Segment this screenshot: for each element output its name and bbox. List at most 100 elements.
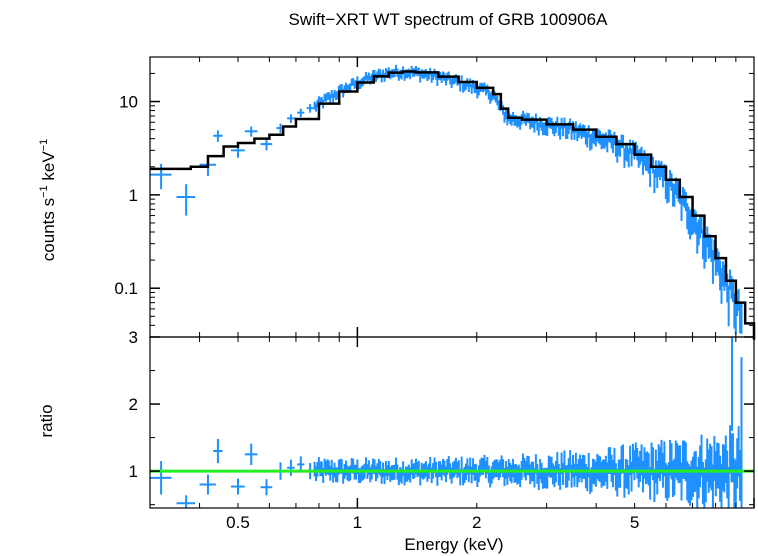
ratio-point [621, 444, 624, 474]
top-panel-frame [149, 56, 755, 338]
data-point [630, 148, 633, 167]
data-point [349, 83, 352, 92]
data-point [213, 130, 223, 142]
data-point [380, 73, 383, 83]
data-point [587, 125, 590, 138]
data-point [606, 136, 609, 153]
data-point [297, 108, 305, 118]
ylabel-part-counts: counts s [39, 198, 58, 261]
data-point [336, 90, 339, 100]
ratio-point [244, 443, 258, 466]
data-point [459, 81, 462, 92]
top-y-tick-label: 0.1 [114, 279, 138, 298]
data-point [467, 82, 470, 93]
data-point [660, 161, 663, 177]
data-point [470, 84, 473, 94]
data-point [680, 195, 683, 222]
x-tick-label: 2 [472, 513, 481, 532]
top-panel-data [150, 64, 743, 335]
ratio-point [727, 467, 730, 508]
top-panel-model [150, 70, 756, 340]
data-point [586, 132, 589, 148]
x-tick-label: 0.5 [226, 513, 250, 532]
ratio-point [417, 460, 420, 476]
ratio-point [379, 460, 382, 476]
bottom-panel-data [150, 337, 743, 508]
data-point [649, 164, 652, 187]
data-point [731, 278, 734, 302]
ylabel-part-kev: keV [39, 151, 58, 186]
data-point [670, 173, 673, 191]
data-point [504, 109, 507, 120]
data-point [244, 126, 258, 137]
data-point [533, 120, 536, 133]
data-point [627, 148, 630, 168]
ratio-point [467, 465, 470, 483]
data-point [700, 214, 703, 234]
ratio-point [587, 452, 590, 478]
ratio-point [230, 478, 245, 495]
ratio-point [434, 461, 437, 478]
data-point [537, 122, 540, 136]
top-y-tick-label: 10 [119, 93, 138, 112]
ratio-point [730, 337, 733, 431]
ratio-point [653, 468, 656, 503]
ratio-point [260, 479, 273, 496]
ratio-point [402, 461, 405, 477]
chart-labels: 10 1 0.1 3 2 1 0.5 1 2 5 [114, 93, 639, 532]
ylabel-part-exp1: −1 [38, 185, 50, 198]
data-point [527, 113, 530, 124]
ratio-point [199, 474, 216, 495]
data-point [711, 250, 714, 284]
data-point [419, 73, 422, 83]
data-point [260, 138, 273, 151]
data-point [559, 125, 562, 140]
ratio-point [731, 433, 734, 483]
ratio-point [349, 465, 352, 481]
ratio-point [537, 470, 540, 491]
data-point [629, 139, 632, 154]
data-point [574, 121, 577, 133]
ratio-point [470, 466, 473, 484]
data-point [329, 94, 332, 103]
data-point [287, 114, 295, 123]
ratio-point [213, 438, 223, 464]
bottom-panel-frame [149, 336, 755, 509]
bottom-y-tick-label: 3 [129, 328, 138, 347]
data-point [710, 238, 713, 263]
ratio-point [436, 470, 439, 486]
ratio-point [630, 461, 633, 492]
top-y-tick-label: 1 [129, 186, 138, 205]
top-panel-y-axis-label: counts s−1 keV−1 [38, 139, 58, 261]
data-point [563, 117, 566, 129]
data-point [740, 303, 743, 334]
ratio-point [680, 462, 683, 501]
chart-axes [149, 56, 755, 509]
ratio-point [562, 463, 565, 485]
ratio-point [651, 447, 654, 481]
data-point [727, 285, 730, 327]
data-point [370, 73, 373, 83]
data-point [306, 104, 314, 113]
ratio-point [569, 450, 572, 473]
data-point [562, 123, 565, 137]
data-point [556, 116, 559, 128]
bottom-y-tick-label: 2 [129, 395, 138, 414]
ratio-point [502, 459, 505, 478]
model-curve [150, 70, 756, 340]
ratio-point [287, 459, 295, 476]
ratio-point [667, 462, 670, 498]
ratio-point [563, 450, 566, 473]
x-tick-label: 1 [353, 513, 362, 532]
bottom-panel-y-axis-label: ratio [37, 404, 56, 437]
data-point [621, 134, 624, 149]
data-point [176, 184, 196, 216]
ratio-point [606, 462, 609, 489]
ratio-point [457, 460, 460, 477]
data-point [684, 192, 687, 212]
x-tick-label: 5 [630, 513, 639, 532]
x-axis-label: Energy (keV) [404, 535, 503, 554]
chart-title: Swift−XRT WT spectrum of GRB 100906A [289, 10, 609, 29]
ylabel-part-exp2: −1 [38, 139, 50, 152]
